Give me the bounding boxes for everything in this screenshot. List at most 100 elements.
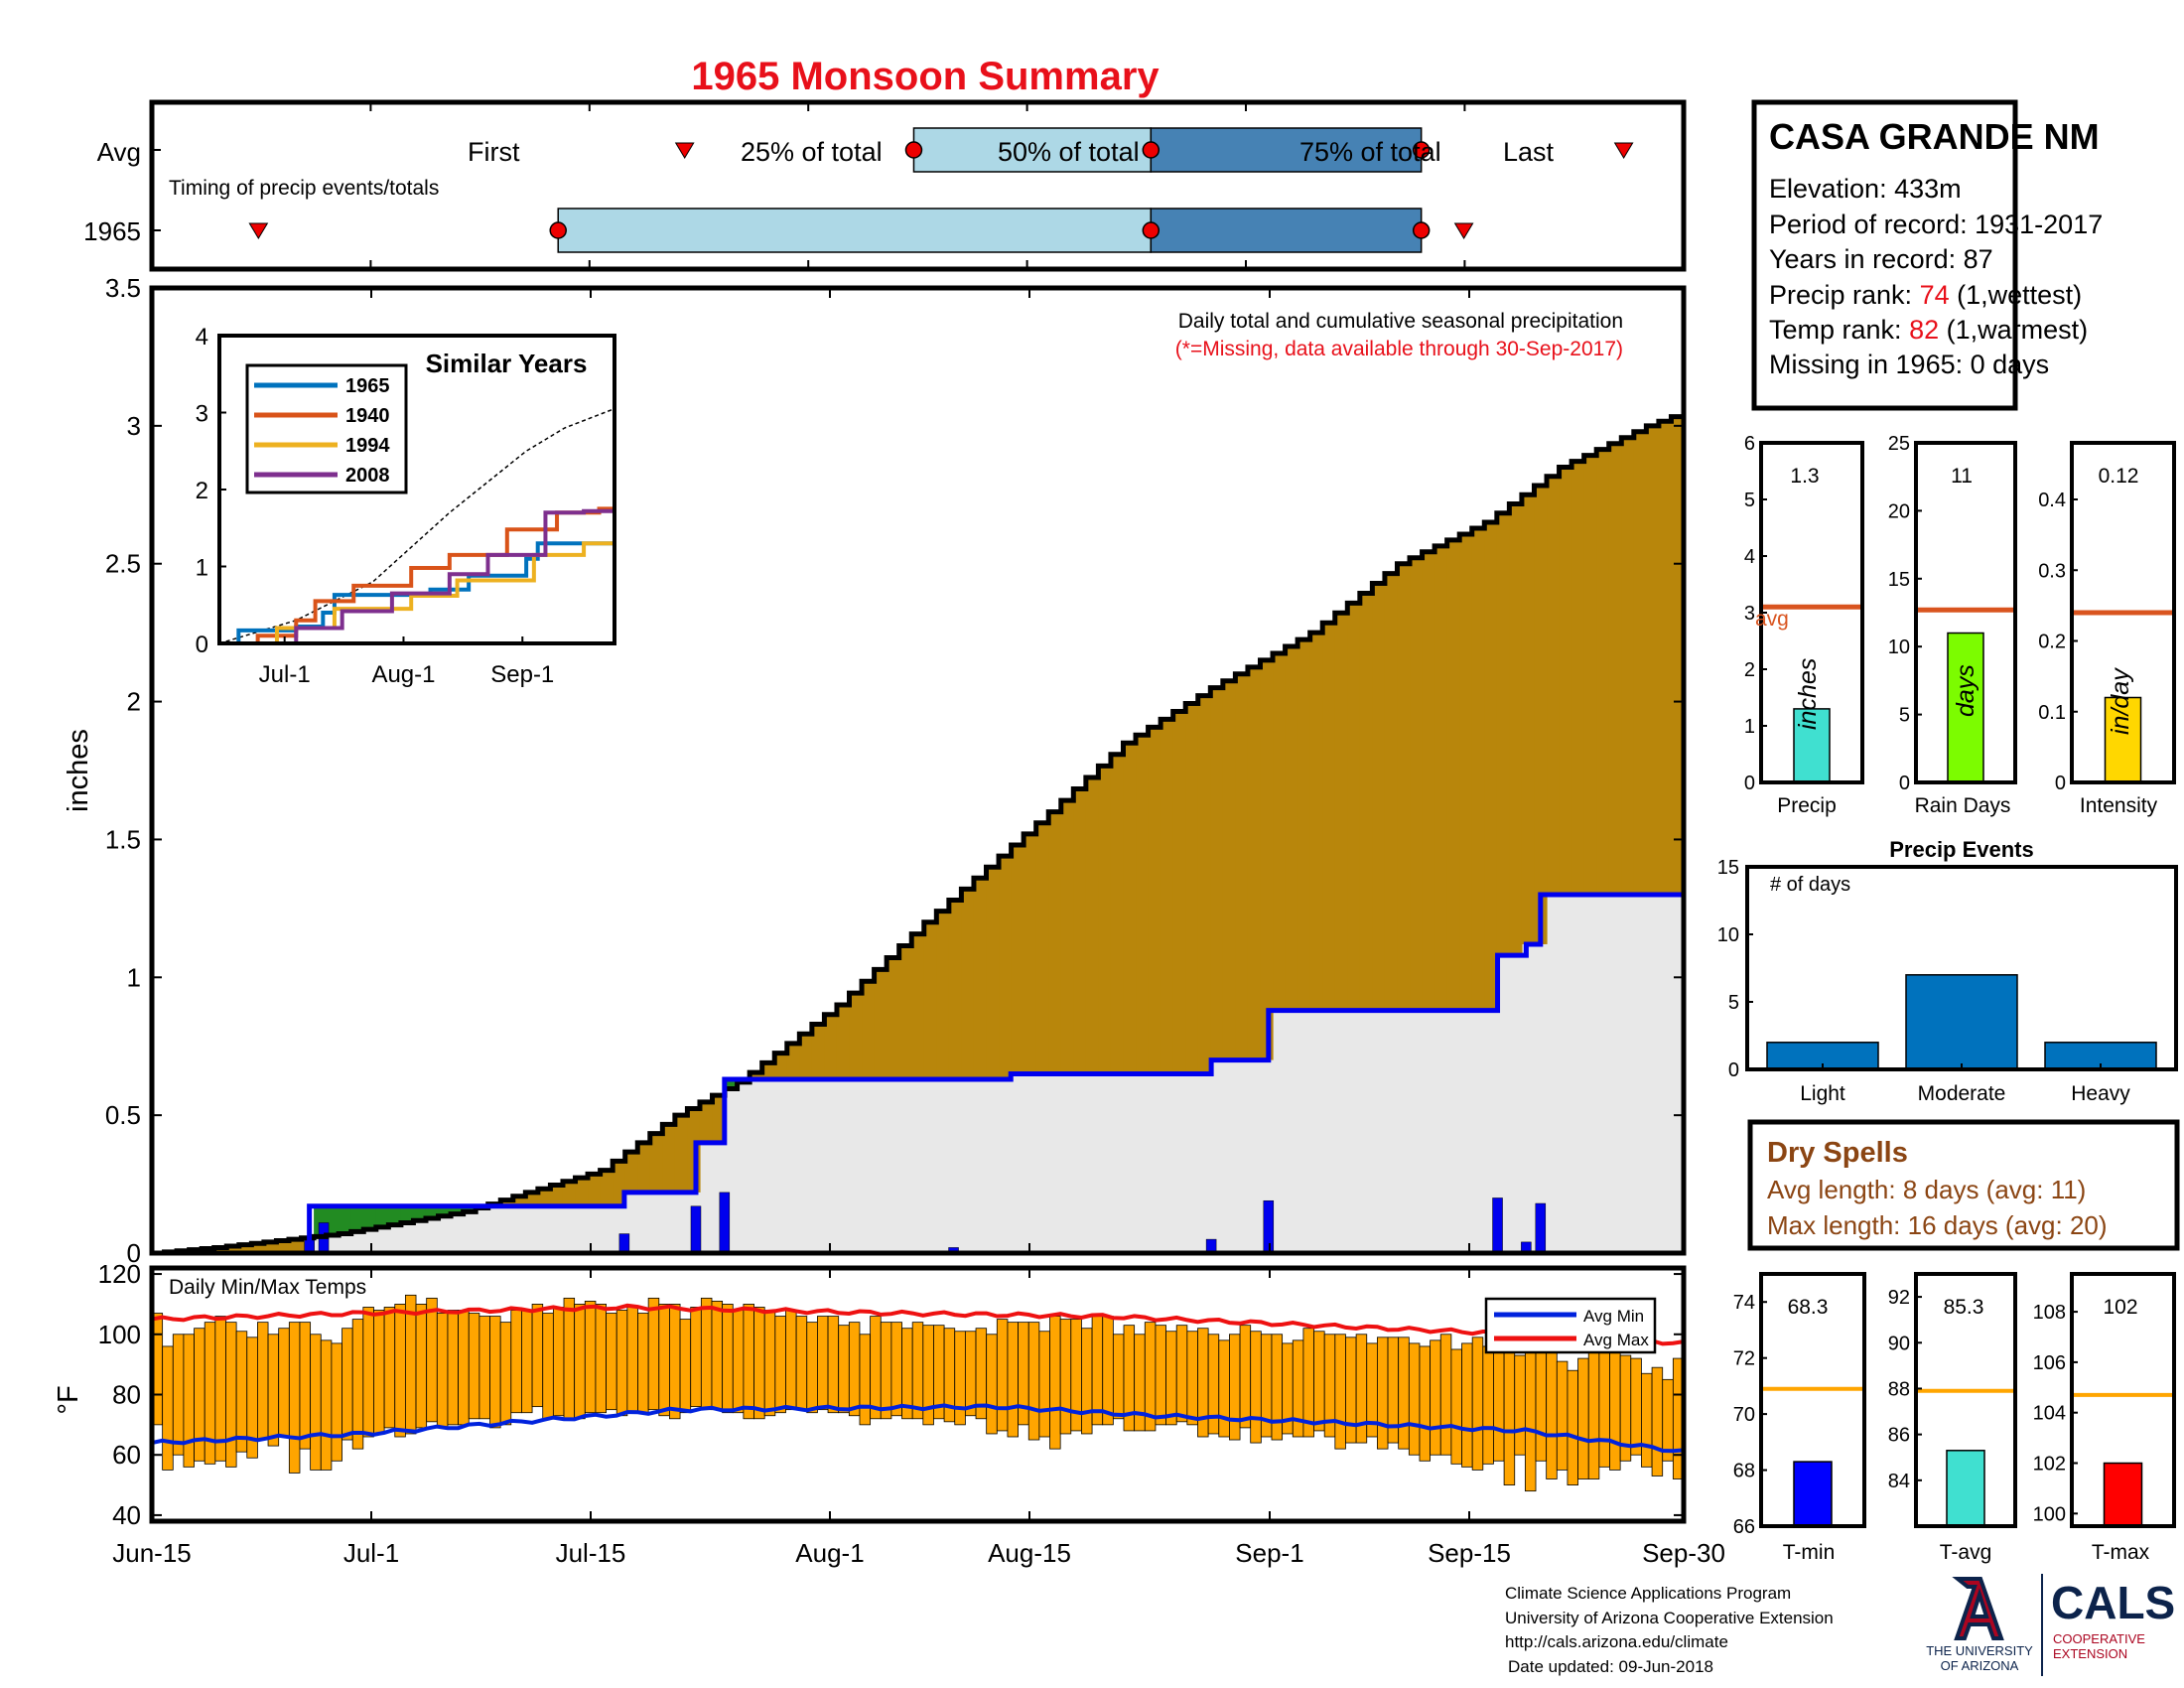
events-x-label: Moderate: [1918, 1082, 2006, 1105]
daily-precip-bar: [618, 1233, 630, 1254]
deficit-area-column: [1471, 528, 1485, 1011]
deficit-area-column: [1559, 467, 1572, 895]
tmax-y-tick-label: 100: [2033, 1503, 2066, 1525]
raindays-unit: days: [1952, 664, 1979, 717]
daily-temp-bar: [288, 1322, 301, 1474]
chart-title: 1965 Monsoon Summary: [691, 55, 1160, 98]
daily-temp-bar: [964, 1331, 977, 1417]
deficit-area-column: [1297, 639, 1311, 1011]
precip-y-tick-label: 3: [1744, 603, 1755, 625]
daily-temp-bar: [1229, 1334, 1241, 1441]
deficit-area-column: [1496, 512, 1510, 956]
deficit-area-column: [674, 1115, 689, 1193]
main-y-tick-label: 0.5: [105, 1100, 141, 1130]
deficit-area-column: [525, 1192, 539, 1206]
daily-temp-bar: [404, 1294, 417, 1435]
daily-temp-bar: [1482, 1345, 1494, 1465]
intensity-panel: 0 0.1 0.2 0.3 0.4: [2038, 441, 2176, 794]
avg-max-line: [151, 1303, 1685, 1346]
surplus-area-column: [339, 1205, 352, 1234]
deficit-area-column: [1446, 539, 1460, 1011]
daily-temp-bar: [1155, 1325, 1166, 1426]
deficit-area-column: [1633, 431, 1647, 895]
date-x-tick-label: Sep-30: [1642, 1538, 1725, 1568]
tavg-y-tick-label: 90: [1888, 1333, 1910, 1354]
tmin-value-text: 68.3: [1788, 1296, 1829, 1319]
university-of-arizona-logo: THE UNIVERSITY OF ARIZONA: [1926, 1577, 2033, 1673]
surplus-area-column: [425, 1205, 440, 1219]
station-info: CASA GRANDE NM Elevation: 433m Period of…: [1751, 99, 2103, 411]
deficit-area-column: [1273, 652, 1287, 1011]
deficit-area-column: [1247, 666, 1262, 1060]
deficit-area-column: [1509, 503, 1523, 956]
intensity-unit: in/day: [2107, 667, 2134, 735]
tmin-y-tick-label: 70: [1733, 1404, 1755, 1426]
precip-value-text: 1.3: [1790, 465, 1819, 488]
daily-precip-bar: [1535, 1202, 1547, 1254]
daily-temp-bar: [415, 1304, 428, 1429]
intensity-y-tick-label: 0: [2055, 773, 2066, 794]
deficit-area-column: [1521, 494, 1536, 944]
daily-temp-bar: [1112, 1334, 1125, 1420]
tmin-y-tick-label: 68: [1733, 1461, 1755, 1482]
events-y-tick-label: 0: [1728, 1059, 1739, 1081]
deficit-area-column: [1210, 687, 1224, 1060]
date-x-tick-label: Jun-15: [112, 1538, 192, 1568]
daily-temp-bar: [711, 1300, 724, 1411]
daily-temp-bar: [257, 1322, 269, 1441]
deficit-area-column: [1410, 557, 1424, 1011]
daily-temp-bar: [1091, 1316, 1104, 1426]
inset-y-tick-label: 2: [196, 478, 208, 504]
deficit-area-column: [1222, 680, 1236, 1060]
daily-temp-bar: [595, 1304, 607, 1414]
deficit-area-column: [649, 1133, 663, 1193]
daily-temp-bar: [1250, 1331, 1262, 1444]
daily-temp-bar: [1313, 1331, 1325, 1432]
precip-unit: inches: [1794, 658, 1822, 730]
daily-temp-bar: [732, 1310, 745, 1414]
daily-temp-bar: [1641, 1372, 1653, 1468]
surplus-area-column: [451, 1205, 465, 1214]
precip-y-tick-label: 4: [1744, 546, 1755, 568]
temp-title: Daily Min/Max Temps: [169, 1276, 366, 1299]
precip-avg-label: avg: [1755, 608, 1789, 631]
timing-avg-p25-marker: [904, 141, 923, 159]
daily-temp-bar: [552, 1307, 565, 1417]
temp-y-axis: 40 60 80 100 120: [98, 1259, 1684, 1530]
daily-temp-bar: [468, 1313, 480, 1420]
timing-1965-first-marker: [248, 222, 269, 239]
daily-temp-bar: [1059, 1319, 1072, 1435]
inset-series-2008: [219, 508, 614, 645]
footer-line-1: Climate Science Applications Program: [1505, 1584, 1791, 1603]
daily-temp-bar: [310, 1334, 322, 1471]
daily-temp-bar: [880, 1322, 892, 1420]
raindays-value-bar: [1947, 632, 1984, 783]
timing-avg-first-marker: [674, 142, 695, 159]
daily-temp-bar: [626, 1307, 638, 1414]
main-plot-marks: [152, 414, 1685, 1256]
raindays-y-tick-label: 15: [1888, 569, 1910, 591]
daily-temp-bar: [1535, 1348, 1548, 1462]
raindays-y-tick-label: 5: [1899, 705, 1910, 727]
daily-temp-bar: [615, 1310, 628, 1417]
daily-temp-bar: [647, 1297, 660, 1411]
temp-legend-box: [1484, 1297, 1657, 1354]
cumulative-1965-line: [152, 892, 1684, 1256]
daily-temp-bar: [1430, 1339, 1441, 1456]
precip-y-tick-label: 1: [1744, 716, 1755, 738]
main-y-tick-label: 1: [127, 962, 141, 992]
tavg-y-tick-label: 92: [1888, 1287, 1910, 1309]
deficit-area-column: [774, 1053, 788, 1080]
daily-temp-bar: [1377, 1336, 1389, 1450]
cals-wordmark: CALS: [2051, 1577, 2175, 1628]
deficit-area-column: [1347, 603, 1361, 1011]
deficit-area-column: [1309, 633, 1323, 1011]
block-a-icon: [1952, 1577, 2004, 1640]
timing-year-label: 1965: [83, 216, 141, 246]
date-x-tick-label: Aug-15: [988, 1538, 1071, 1568]
deficit-area-column: [811, 1024, 826, 1080]
deficit-area-column: [600, 1170, 614, 1206]
daily-temp-bar: [183, 1334, 195, 1468]
events-x-label: Heavy: [2071, 1082, 2130, 1105]
